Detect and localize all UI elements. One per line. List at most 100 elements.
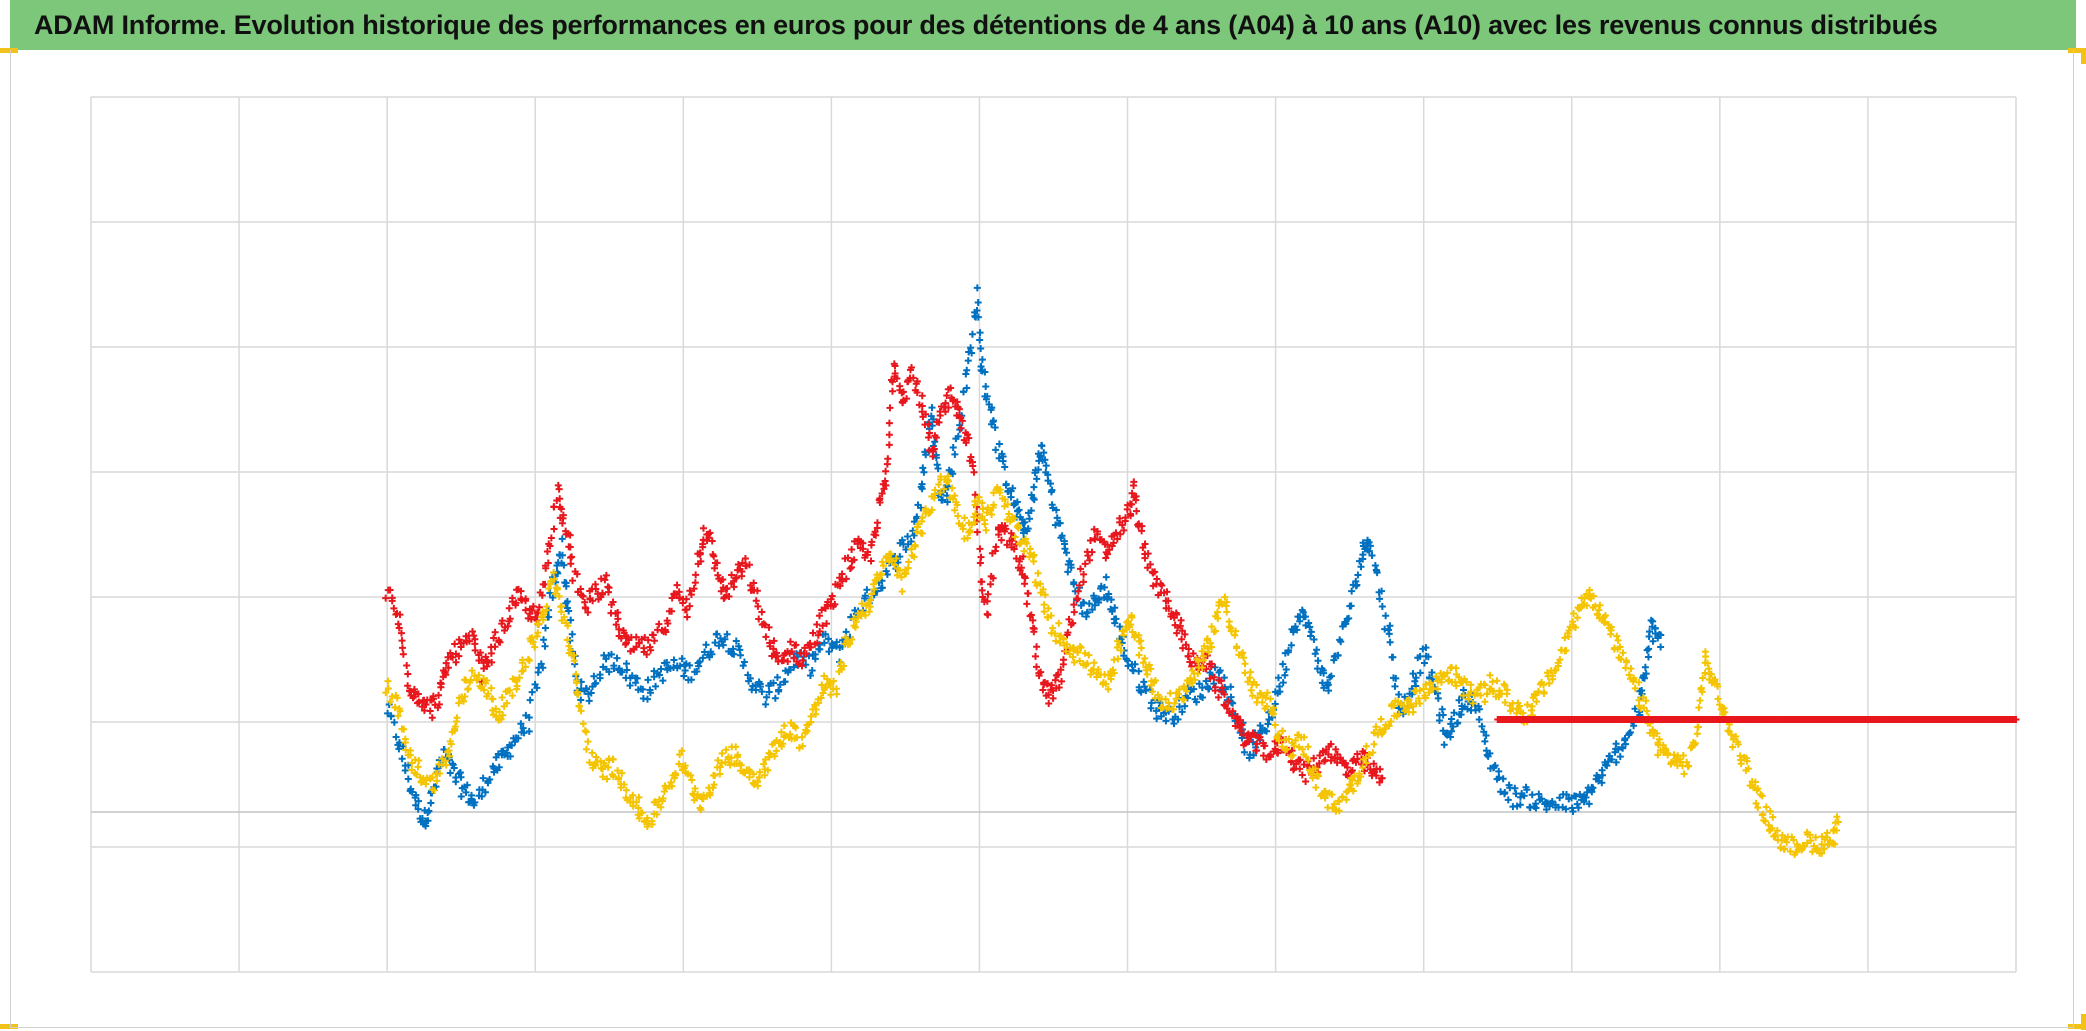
data-point	[844, 554, 852, 562]
data-point	[1184, 652, 1192, 660]
data-point	[1771, 832, 1779, 840]
data-point	[538, 591, 546, 599]
data-point	[1583, 602, 1591, 610]
data-point	[823, 675, 831, 683]
data-point	[754, 782, 762, 790]
data-point	[1041, 456, 1049, 464]
data-point	[442, 671, 450, 679]
data-point	[863, 586, 871, 594]
data-point	[725, 593, 733, 601]
data-point	[1274, 730, 1282, 738]
data-point	[1359, 555, 1367, 563]
data-point	[422, 780, 430, 788]
data-point	[1116, 514, 1124, 522]
data-point	[528, 688, 536, 696]
data-point	[1377, 715, 1385, 723]
data-point	[899, 388, 907, 396]
data-point	[958, 417, 966, 425]
data-point	[1353, 779, 1361, 787]
data-point	[1048, 681, 1056, 689]
data-point	[816, 645, 824, 653]
data-point	[399, 742, 407, 750]
data-point	[1245, 737, 1253, 745]
data-point	[798, 733, 806, 741]
data-point	[1110, 669, 1118, 677]
data-point	[425, 807, 433, 815]
data-point	[969, 462, 977, 470]
data-point	[760, 760, 768, 768]
data-point	[1482, 732, 1490, 740]
data-point	[718, 749, 726, 757]
data-point	[587, 689, 595, 697]
data-point	[742, 562, 750, 570]
data-point	[973, 497, 981, 505]
data-point	[582, 604, 590, 612]
data-point	[541, 642, 549, 650]
data-point	[943, 498, 951, 506]
data-point	[535, 620, 543, 628]
data-point	[422, 701, 430, 709]
data-point	[461, 692, 469, 700]
data-point	[1135, 631, 1143, 639]
data-point	[1091, 535, 1099, 543]
data-point	[1452, 664, 1460, 672]
data-point	[566, 531, 574, 539]
data-point	[489, 695, 497, 703]
data-point	[521, 597, 529, 605]
data-point	[953, 501, 961, 509]
data-point	[414, 805, 422, 813]
data-point	[1556, 656, 1564, 664]
data-point	[807, 712, 815, 720]
data-point	[928, 404, 936, 412]
data-point	[1720, 704, 1728, 712]
data-point	[1834, 818, 1842, 826]
data-point	[1030, 628, 1038, 636]
data-point	[1601, 619, 1609, 627]
data-point	[1021, 574, 1029, 582]
data-point	[1299, 745, 1307, 753]
data-point	[931, 486, 939, 494]
data-point	[963, 534, 971, 542]
data-point	[1290, 742, 1298, 750]
data-point	[1070, 580, 1078, 588]
data-point	[418, 703, 426, 711]
data-point	[604, 763, 612, 771]
data-point	[1646, 628, 1654, 636]
data-point	[579, 720, 587, 728]
data-point	[911, 543, 919, 551]
data-point	[1145, 661, 1153, 669]
data-point	[1372, 772, 1380, 780]
data-point	[886, 404, 894, 412]
data-point	[670, 656, 678, 664]
data-point	[663, 659, 671, 667]
data-point	[995, 454, 1003, 462]
data-point	[486, 776, 494, 784]
data-point	[546, 542, 554, 550]
data-point	[1478, 722, 1486, 730]
data-point	[1178, 708, 1186, 716]
data-point	[545, 584, 553, 592]
data-point	[599, 765, 607, 773]
data-point	[947, 384, 955, 392]
data-point	[764, 766, 772, 774]
data-point	[924, 420, 932, 428]
data-point	[544, 559, 552, 567]
data-point	[918, 514, 926, 522]
data-point	[1653, 729, 1661, 737]
data-point	[888, 387, 896, 395]
data-point	[1702, 652, 1710, 660]
data-point	[896, 382, 904, 390]
data-point	[755, 615, 763, 623]
data-point	[633, 674, 641, 682]
data-point	[780, 651, 788, 659]
data-point	[851, 623, 859, 631]
data-point	[1612, 758, 1620, 766]
data-point	[1039, 585, 1047, 593]
data-point	[902, 570, 910, 578]
data-point	[484, 690, 492, 698]
data-point	[1023, 539, 1031, 547]
data-point	[1112, 615, 1120, 623]
corner-mark-top-right-vertical	[2081, 48, 2086, 64]
data-point	[1528, 791, 1536, 799]
data-point	[1214, 614, 1222, 622]
